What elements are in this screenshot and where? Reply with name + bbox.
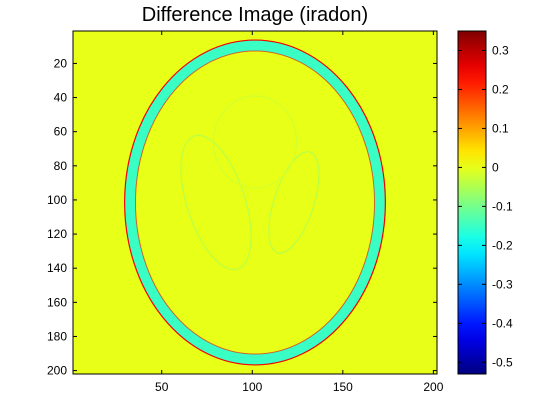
- y-tick-label: 200: [47, 364, 67, 378]
- colorbar-tick-label: -0.1: [492, 199, 513, 213]
- colorbar-tick-label: -0.3: [492, 277, 513, 291]
- colorbar-tick-label: -0.5: [492, 355, 513, 369]
- right-ellipse: [268, 151, 320, 254]
- x-tick-label: 200: [423, 380, 443, 394]
- outer-ring-edge: [124, 39, 386, 366]
- y-tick-label: 160: [47, 295, 67, 309]
- inner-ring-edge: [134, 50, 376, 355]
- y-tick-label: 120: [47, 227, 67, 241]
- y-tick-label: 80: [54, 159, 68, 173]
- y-tick-label: 40: [54, 91, 68, 105]
- colorbar-tick-label: -0.4: [492, 316, 513, 330]
- colorbar-tick-label: -0.2: [492, 238, 513, 252]
- plot-area: 50 100 150 200 20 40 60 80 100 120 140 160 180 200: [47, 30, 444, 394]
- x-tick-label: 100: [242, 380, 262, 394]
- outer-ring: [124, 40, 386, 365]
- y-tick-label: 100: [47, 193, 67, 207]
- left-ellipse: [180, 134, 252, 271]
- colorbar-tick-label: 0.3: [492, 43, 509, 57]
- plot-frame: [72, 30, 438, 375]
- colorbar-tick-label: 0.1: [492, 121, 509, 135]
- chart-title: Difference Image (iradon): [142, 4, 368, 26]
- colorbar-frame: [457, 30, 487, 375]
- y-axis: 20 40 60 80 100 120 140 160 180 200: [47, 56, 437, 378]
- top-ellipse: [212, 95, 298, 189]
- y-tick-label: 60: [54, 125, 68, 139]
- colorbar-tick-label: 0: [492, 160, 499, 174]
- y-tick-label: 140: [47, 261, 67, 275]
- y-tick-label: 180: [47, 329, 67, 343]
- x-axis: 50 100 150 200: [155, 31, 444, 394]
- colorbar-gradient: [458, 31, 486, 374]
- image-features: [124, 39, 386, 366]
- y-tick-label: 20: [54, 56, 68, 70]
- colorbar: 0.3 0.2 0.1 0 -0.1 -0.2 -0.3 -0.4 -0.5: [457, 30, 513, 375]
- colorbar-tick-label: 0.2: [492, 82, 509, 96]
- x-tick-label: 50: [155, 380, 169, 394]
- x-tick-label: 150: [333, 380, 353, 394]
